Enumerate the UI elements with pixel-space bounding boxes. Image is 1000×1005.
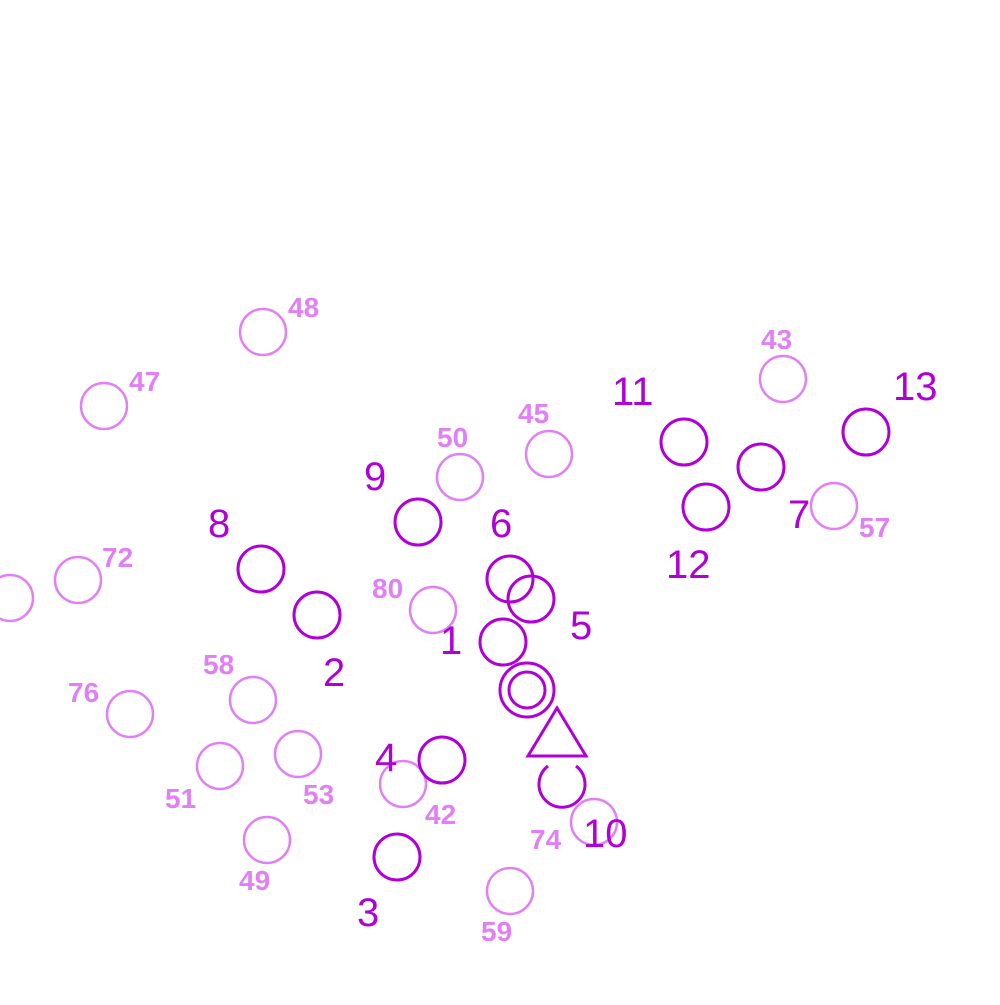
- triangle-icon: [525, 705, 589, 758]
- primary-marker-7: 7: [736, 442, 810, 537]
- marker-label: 9: [364, 455, 386, 499]
- primary-marker-6: 6: [485, 502, 535, 604]
- marker-label: 80: [372, 573, 403, 604]
- marker-label: 72: [102, 542, 133, 573]
- marker-circle: [393, 497, 443, 547]
- goal-marker: [525, 705, 589, 758]
- marker-label: 47: [129, 366, 160, 397]
- start-outer-circle: [498, 661, 556, 719]
- secondary-marker-48: 48: [238, 292, 319, 357]
- marker-label: 8: [208, 502, 230, 546]
- marker-circle: [417, 735, 467, 785]
- primary-marker-9: 9: [364, 455, 443, 547]
- marker-label: 42: [425, 799, 456, 830]
- marker-label: 53: [303, 779, 334, 810]
- marker-label: 5: [570, 604, 592, 648]
- primary-marker-5: 5: [506, 574, 592, 648]
- marker-circle: [524, 429, 574, 479]
- marker-circle: [485, 554, 535, 604]
- secondary-marker-offscreen: [0, 573, 35, 623]
- primary-marker-12: 12: [666, 482, 731, 587]
- marker-label: 10: [583, 812, 628, 856]
- marker-label: 11: [612, 370, 654, 414]
- marker-circle: [681, 482, 731, 532]
- marker-label: 51: [165, 783, 196, 814]
- primary-marker-13: 13: [841, 365, 938, 457]
- marker-circle: [478, 617, 528, 667]
- start-marker: [498, 661, 556, 719]
- secondary-marker-80: 80: [372, 573, 458, 635]
- secondary-marker-51: 51: [165, 741, 245, 814]
- marker-label: 59: [481, 916, 512, 947]
- primary-marker-10: 10: [537, 764, 628, 856]
- secondary-marker-59: 59: [481, 866, 535, 947]
- start-inner-circle: [507, 670, 547, 710]
- marker-label: 45: [518, 398, 549, 429]
- primary-marker-2: 2: [292, 590, 345, 695]
- marker-circle: [242, 815, 292, 865]
- marker-label: 2: [323, 651, 345, 695]
- marker-label: 49: [239, 865, 270, 896]
- primary-markers: 1 2 3 4 5 6 7 8: [208, 365, 938, 935]
- marker-circle: [53, 555, 103, 605]
- marker-circle: [758, 354, 808, 404]
- marker-circle: [659, 417, 709, 467]
- marker-circle: [537, 764, 587, 809]
- marker-label: 50: [437, 422, 468, 453]
- marker-circle: [485, 866, 535, 916]
- marker-label: 6: [490, 502, 512, 546]
- secondary-marker-76: 76: [68, 677, 155, 739]
- primary-marker-8: 8: [208, 502, 286, 594]
- marker-circle: [238, 307, 288, 357]
- marker-circle: [236, 544, 286, 594]
- marker-label: 4: [375, 736, 397, 780]
- marker-label: 13: [893, 365, 938, 409]
- primary-marker-11: 11: [612, 370, 709, 467]
- secondary-marker-57: 57: [809, 481, 890, 543]
- marker-label: 74: [530, 824, 562, 855]
- primary-marker-3: 3: [357, 832, 422, 935]
- secondary-marker-50: 50: [435, 422, 485, 502]
- marker-circle: [569, 797, 619, 847]
- marker-label: 48: [288, 292, 319, 323]
- secondary-marker-43: 43: [758, 324, 808, 404]
- marker-label: 43: [761, 324, 792, 355]
- marker-circle: [809, 481, 859, 531]
- marker-label: 57: [859, 512, 890, 543]
- secondary-marker-49: 49: [239, 815, 292, 896]
- marker-circle: [228, 675, 278, 725]
- marker-circle: [273, 729, 323, 779]
- marker-circle: [408, 585, 458, 635]
- marker-circle: [292, 590, 342, 640]
- secondary-marker-42: 42: [378, 759, 456, 830]
- secondary-markers: 42 43 45 47 48 49 50 51: [0, 292, 890, 947]
- marker-label: 76: [68, 677, 99, 708]
- secondary-marker-47: 47: [79, 366, 160, 431]
- marker-circle: [372, 832, 422, 882]
- marker-circle: [435, 452, 485, 502]
- secondary-marker-45: 45: [518, 398, 574, 479]
- marker-label: 12: [666, 543, 711, 587]
- marker-circle: [79, 381, 129, 431]
- secondary-marker-72: 72: [53, 542, 133, 605]
- marker-circle: [736, 442, 786, 492]
- marker-circle: [378, 759, 428, 809]
- primary-marker-1: 1: [440, 617, 528, 667]
- secondary-marker-53: 53: [273, 729, 334, 810]
- marker-circle: [195, 741, 245, 791]
- marker-label: 1: [440, 619, 462, 663]
- secondary-marker-74: 74: [530, 797, 619, 855]
- marker-label: 58: [203, 649, 234, 680]
- marker-circle: [841, 407, 891, 457]
- secondary-marker-58: 58: [203, 649, 278, 725]
- marker-label: 3: [357, 891, 379, 935]
- marker-circle: [506, 574, 556, 624]
- marker-label: 7: [788, 493, 810, 537]
- marker-circle: [105, 689, 155, 739]
- primary-marker-4: 4: [375, 735, 467, 785]
